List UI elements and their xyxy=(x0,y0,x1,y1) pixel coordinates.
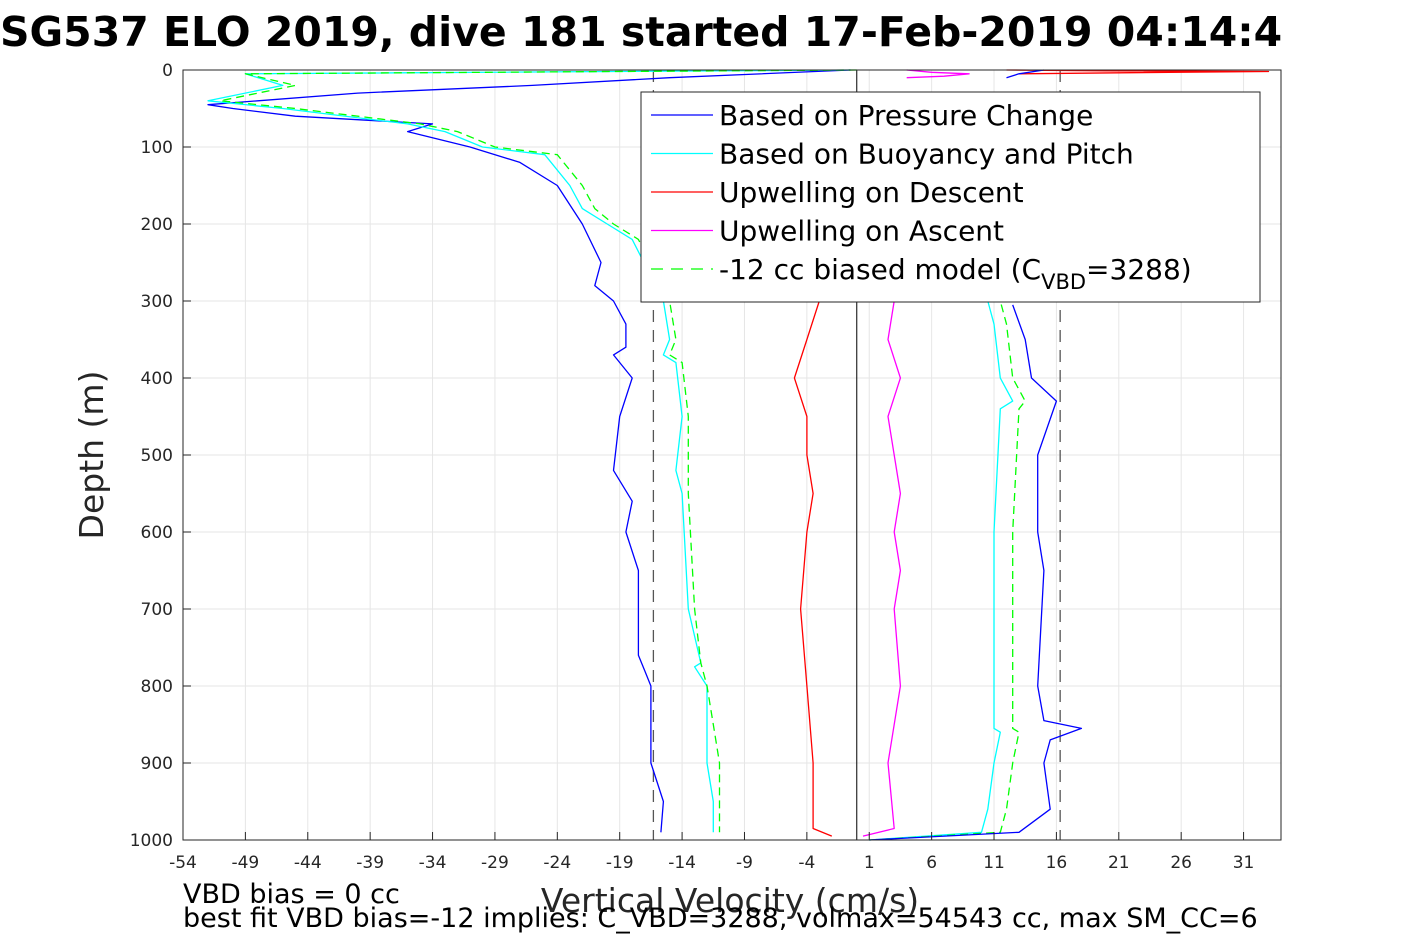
x-tick-label: -19 xyxy=(606,853,634,873)
x-tick-labels: -54 -49 -44 -39 -34 -29 -24 -19 -14 -9 -4 1 6 11 16 21 2… xyxy=(169,832,1254,873)
y-tick-label: 400 xyxy=(141,369,173,389)
x-tick-label: 1 xyxy=(864,853,875,873)
x-tick-label: -14 xyxy=(668,853,696,873)
x-axis-label: Vertical Velocity (cm/s) xyxy=(541,881,919,920)
legend-label: Upwelling on Ascent xyxy=(719,215,1004,248)
y-axis-label: Depth (m) xyxy=(72,371,111,540)
x-tick-label: 31 xyxy=(1233,853,1255,873)
note-best-fit: best fit VBD bias=-12 implies: C_VBD=328… xyxy=(183,903,1258,934)
x-tick-label: 6 xyxy=(926,853,937,873)
series-line xyxy=(207,69,851,833)
y-tick-label: 1000 xyxy=(130,831,173,851)
y-tick-label: 500 xyxy=(141,446,173,466)
legend-label: Upwelling on Descent xyxy=(719,176,1024,209)
legend-box xyxy=(640,91,1261,303)
x-tick-label: 26 xyxy=(1170,853,1192,873)
y-tick-label: 300 xyxy=(141,292,173,312)
series-line xyxy=(862,300,902,837)
x-tick-label: 21 xyxy=(1108,853,1130,873)
x-tick-label: -49 xyxy=(231,853,259,873)
x-tick-label: -44 xyxy=(294,853,322,873)
x-tick-label: -34 xyxy=(419,853,447,873)
series-line xyxy=(1006,69,1044,79)
legend-label: Based on Pressure Change xyxy=(719,99,1093,132)
y-tick-label: 900 xyxy=(141,754,173,774)
series-line xyxy=(869,304,1083,841)
y-tick-label: 200 xyxy=(141,215,173,235)
y-tick-labels: 0 100 200 300 400 500 600 700 800 900 1000 xyxy=(130,61,191,851)
x-tick-label: -24 xyxy=(543,853,571,873)
x-tick-label: -54 xyxy=(169,853,197,873)
y-tick-label: 800 xyxy=(141,677,173,697)
series-line xyxy=(1006,69,1270,75)
y-tick-label: 700 xyxy=(141,600,173,620)
x-tick-label: -9 xyxy=(736,853,753,873)
x-tick-label: -4 xyxy=(798,853,815,873)
series-line xyxy=(906,69,970,79)
series-line xyxy=(869,300,1026,841)
y-tick-label: 100 xyxy=(141,138,173,158)
legend-label: Based on Buoyancy and Pitch xyxy=(719,138,1134,171)
series-line xyxy=(869,300,1014,841)
x-tick-label: -29 xyxy=(481,853,509,873)
x-tick-label: -39 xyxy=(356,853,384,873)
note-vbd-bias: VBD bias = 0 cc xyxy=(183,879,400,910)
chart-title: SG537 ELO 2019, dive 181 started 17-Feb-… xyxy=(0,8,1282,56)
y-tick-label: 0 xyxy=(162,61,173,81)
legend: Based on Pressure Change Based on Buoyanc… xyxy=(640,91,1261,303)
legend-label: -12 cc biased model (CVBD=3288) xyxy=(719,253,1192,294)
y-tick-label: 600 xyxy=(141,523,173,543)
x-tick-label: 11 xyxy=(983,853,1005,873)
series-line xyxy=(793,300,833,837)
x-tick-label: 16 xyxy=(1046,853,1068,873)
